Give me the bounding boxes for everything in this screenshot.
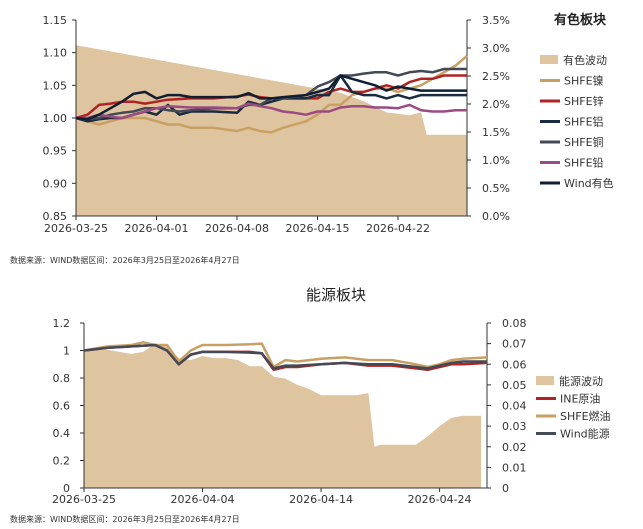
- y-right-tick-label: 0.03: [502, 420, 527, 433]
- y-right-tick-label: 0.0%: [482, 210, 510, 223]
- legend-label: Wind能源: [560, 427, 610, 441]
- nonferrous-chart: 0.85 0.90 0.95 1.00 1.05 1.10 1.15 0.0% 0.5% 1.0%…: [10, 12, 614, 265]
- data-source-note: 数据来源：WIND数据区间：2026年3月25日至2026年4月27日: [10, 255, 240, 265]
- y-right-tick-label: 0.5%: [482, 182, 510, 195]
- legend-label: INE原油: [560, 392, 600, 406]
- y-left-tick-label: 0.8: [53, 372, 71, 385]
- y-left-tick-label: 0.85: [43, 210, 68, 223]
- y-left-tick-label: 0: [63, 482, 70, 495]
- y-left-tick-label: 0.95: [43, 145, 68, 158]
- volatility-area: [84, 343, 482, 488]
- x-tick-label: 2026-04-08: [205, 222, 269, 235]
- y-left-tick-label: 0.2: [53, 455, 71, 468]
- y-right-tick-label: 3.0%: [482, 42, 510, 55]
- y-right-tick-label: 0.07: [502, 338, 527, 351]
- energy-chart: 0 0.2 0.4 0.6 0.8 1 1.2 0 0.01 0.02 0.03 0.04 0.05 0.…: [10, 286, 611, 524]
- legend-label: SHFE铜: [564, 135, 604, 149]
- legend-label: 有色波动: [563, 53, 607, 67]
- y-right-tick-label: 0.05: [502, 379, 527, 392]
- y-right-tick-label: 3.5%: [482, 14, 510, 27]
- legend-label: SHFE铝: [564, 115, 604, 129]
- y-right-tick-label: 0.01: [502, 461, 527, 474]
- x-tick-label: 2026-03-25: [52, 493, 116, 506]
- y-left-tick-label: 1.15: [43, 14, 68, 27]
- series-line-0: [75, 54, 468, 134]
- volatility-area: [76, 45, 467, 217]
- y-right-tick-label: 0.02: [502, 441, 527, 454]
- legend-label: SHFE锌: [564, 94, 604, 108]
- x-tick-label: 2026-03-25: [44, 222, 108, 235]
- x-tick-label: 2026-04-22: [366, 222, 430, 235]
- y-left-tick-label: 1.05: [43, 79, 68, 92]
- series-line-5: [75, 74, 467, 121]
- chart-title: 有色板块: [554, 12, 607, 28]
- legend-swatch-area: [540, 55, 558, 64]
- x-tick-label: 2026-04-04: [171, 493, 235, 506]
- y-right-tick-label: 1.5%: [482, 126, 510, 139]
- y-right-tick-label: 0.04: [502, 400, 527, 413]
- chart-title: 能源板块: [306, 286, 366, 304]
- y-right-tick-label: 0.06: [502, 358, 527, 371]
- y-right-tick-label: 0.08: [502, 317, 527, 330]
- y-right-tick-label: 2.0%: [482, 98, 510, 111]
- series-line-2: [83, 343, 487, 370]
- y-left-tick-label: 0.90: [43, 177, 68, 190]
- y-left-tick-label: 1.2: [53, 317, 71, 330]
- x-tick-label: 2026-04-01: [125, 222, 189, 235]
- legend-swatch-area: [536, 376, 554, 385]
- y-left-tick-label: 0.6: [53, 400, 71, 413]
- legend-label: Wind有色: [564, 176, 614, 190]
- y-left-tick-label: 1: [63, 345, 70, 358]
- x-tick-label: 2026-04-14: [289, 493, 353, 506]
- legend-label: SHFE燃油: [560, 409, 611, 423]
- x-tick-label: 2026-04-24: [408, 493, 472, 506]
- x-tick-label: 2026-04-15: [286, 222, 350, 235]
- y-right-tick-label: 2.5%: [482, 70, 510, 83]
- y-left-tick-label: 0.4: [53, 427, 71, 440]
- legend-label: SHFE铅: [564, 156, 604, 170]
- y-right-tick-label: 0: [502, 482, 509, 495]
- y-left-tick-label: 1.10: [43, 47, 68, 60]
- legend-label: SHFE镍: [564, 74, 604, 88]
- y-right-tick-label: 1.0%: [482, 154, 510, 167]
- series-line-4: [76, 102, 467, 120]
- data-source-note: 数据来源：WIND数据区间：2026年3月25日至2026年4月27日: [10, 514, 240, 524]
- y-left-tick-label: 1.00: [43, 112, 68, 125]
- legend-label: 能源波动: [559, 374, 603, 388]
